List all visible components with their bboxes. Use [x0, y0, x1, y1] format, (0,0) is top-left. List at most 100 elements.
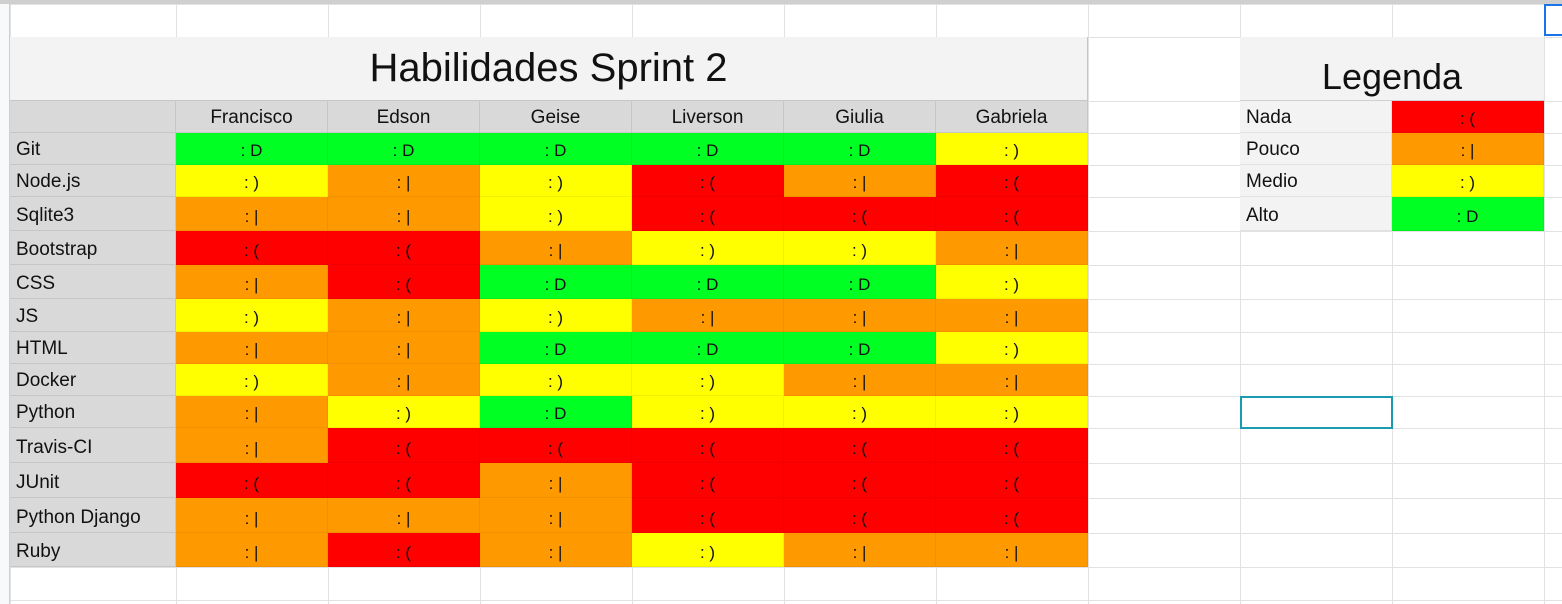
skill-level-cell[interactable]: : D [480, 396, 632, 428]
skill-level-cell[interactable]: : ( [632, 165, 784, 197]
skill-label[interactable]: Python Django [10, 498, 176, 533]
skill-label[interactable]: HTML [10, 332, 176, 364]
skill-level-cell[interactable]: : ( [328, 231, 480, 265]
legend-swatch[interactable]: : ( [1392, 101, 1544, 133]
skill-level-cell[interactable]: : ( [936, 428, 1088, 463]
skill-level-cell[interactable]: : ) [480, 197, 632, 231]
person-header-geise[interactable]: Geise [480, 101, 632, 133]
skill-level-cell[interactable]: : | [176, 332, 328, 364]
skill-level-cell[interactable]: : | [176, 197, 328, 231]
skill-level-cell[interactable]: : | [328, 299, 480, 332]
header-corner-cell[interactable] [10, 101, 176, 133]
skill-level-cell[interactable]: : ) [632, 364, 784, 396]
skill-level-cell[interactable]: : ) [784, 396, 936, 428]
skill-level-cell[interactable]: : D [328, 133, 480, 165]
skill-level-cell[interactable]: : | [936, 299, 1088, 332]
legend-label[interactable]: Nada [1240, 101, 1392, 133]
skill-level-cell[interactable]: : ) [784, 231, 936, 265]
skill-level-cell[interactable]: : ) [936, 265, 1088, 299]
skill-level-cell[interactable]: : | [480, 231, 632, 265]
skill-level-cell[interactable]: : ( [176, 231, 328, 265]
skill-level-cell[interactable]: : | [480, 533, 632, 567]
skill-level-cell[interactable]: : ( [632, 463, 784, 498]
skill-level-cell[interactable]: : ) [936, 332, 1088, 364]
skill-level-cell[interactable]: : | [632, 299, 784, 332]
skill-level-cell[interactable]: : ( [784, 463, 936, 498]
skill-label[interactable]: JS [10, 299, 176, 332]
skill-label[interactable]: CSS [10, 265, 176, 299]
skill-level-cell[interactable]: : ) [176, 165, 328, 197]
skill-level-cell[interactable]: : | [176, 533, 328, 567]
skill-level-cell[interactable]: : ( [936, 498, 1088, 533]
skill-level-cell[interactable]: : ) [936, 133, 1088, 165]
legend-title[interactable]: Legenda [1240, 37, 1544, 101]
skill-level-cell[interactable]: : ) [480, 299, 632, 332]
skill-label[interactable]: Docker [10, 364, 176, 396]
person-header-liverson[interactable]: Liverson [632, 101, 784, 133]
skill-level-cell[interactable]: : | [176, 396, 328, 428]
skill-level-cell[interactable]: : | [936, 364, 1088, 396]
skill-level-cell[interactable]: : ) [936, 396, 1088, 428]
skill-level-cell[interactable]: : D [176, 133, 328, 165]
skill-label[interactable]: Node.js [10, 165, 176, 197]
skill-level-cell[interactable]: : ( [328, 533, 480, 567]
legend-swatch[interactable]: : | [1392, 133, 1544, 165]
skill-level-cell[interactable]: : ( [328, 265, 480, 299]
skill-level-cell[interactable]: : D [784, 332, 936, 364]
skill-level-cell[interactable]: : ( [328, 463, 480, 498]
legend-label[interactable]: Pouco [1240, 133, 1392, 165]
skill-level-cell[interactable]: : ( [936, 463, 1088, 498]
skill-level-cell[interactable]: : | [784, 165, 936, 197]
skill-level-cell[interactable]: : ( [936, 197, 1088, 231]
skill-level-cell[interactable]: : ) [632, 396, 784, 428]
active-cell-corner[interactable] [1544, 4, 1562, 36]
skill-label[interactable]: Git [10, 133, 176, 165]
skill-level-cell[interactable]: : D [784, 265, 936, 299]
person-header-giulia[interactable]: Giulia [784, 101, 936, 133]
skill-label[interactable]: Travis-CI [10, 428, 176, 463]
skill-level-cell[interactable]: : D [480, 332, 632, 364]
skill-level-cell[interactable]: : | [176, 265, 328, 299]
skill-level-cell[interactable]: : D [480, 133, 632, 165]
skill-label[interactable]: Sqlite3 [10, 197, 176, 231]
skill-level-cell[interactable]: : ) [632, 231, 784, 265]
skill-level-cell[interactable]: : ( [784, 197, 936, 231]
skill-label[interactable]: Bootstrap [10, 231, 176, 265]
legend-label[interactable]: Alto [1240, 197, 1392, 231]
skill-level-cell[interactable]: : ( [632, 498, 784, 533]
skill-level-cell[interactable]: : ( [480, 428, 632, 463]
skill-level-cell[interactable]: : ( [632, 197, 784, 231]
skill-level-cell[interactable]: : | [328, 332, 480, 364]
skill-level-cell[interactable]: : | [936, 231, 1088, 265]
skill-level-cell[interactable]: : ( [632, 428, 784, 463]
skill-level-cell[interactable]: : | [784, 364, 936, 396]
skill-level-cell[interactable]: : ( [176, 463, 328, 498]
skill-level-cell[interactable]: : ( [784, 428, 936, 463]
skill-level-cell[interactable]: : | [176, 498, 328, 533]
person-header-francisco[interactable]: Francisco [176, 101, 328, 133]
legend-swatch[interactable]: : D [1392, 197, 1544, 231]
skill-level-cell[interactable]: : | [480, 498, 632, 533]
skill-level-cell[interactable]: : | [328, 364, 480, 396]
sheet-title[interactable]: Habilidades Sprint 2 [10, 37, 1088, 101]
skill-level-cell[interactable]: : | [176, 428, 328, 463]
skill-level-cell[interactable]: : | [328, 165, 480, 197]
skill-level-cell[interactable]: : | [784, 533, 936, 567]
legend-swatch[interactable]: : ) [1392, 165, 1544, 197]
skill-label[interactable]: Python [10, 396, 176, 428]
skill-level-cell[interactable]: : ( [328, 428, 480, 463]
skill-level-cell[interactable]: : ( [784, 498, 936, 533]
skill-level-cell[interactable]: : ) [176, 364, 328, 396]
skill-label[interactable]: JUnit [10, 463, 176, 498]
skill-level-cell[interactable]: : | [784, 299, 936, 332]
skill-level-cell[interactable]: : ) [480, 165, 632, 197]
skill-label[interactable]: Ruby [10, 533, 176, 567]
skill-level-cell[interactable]: : D [632, 265, 784, 299]
selected-cell[interactable] [1240, 396, 1393, 429]
skill-level-cell[interactable]: : | [936, 533, 1088, 567]
person-header-edson[interactable]: Edson [328, 101, 480, 133]
skill-level-cell[interactable]: : | [328, 498, 480, 533]
person-header-gabriela[interactable]: Gabriela [936, 101, 1088, 133]
skill-level-cell[interactable]: : D [632, 133, 784, 165]
